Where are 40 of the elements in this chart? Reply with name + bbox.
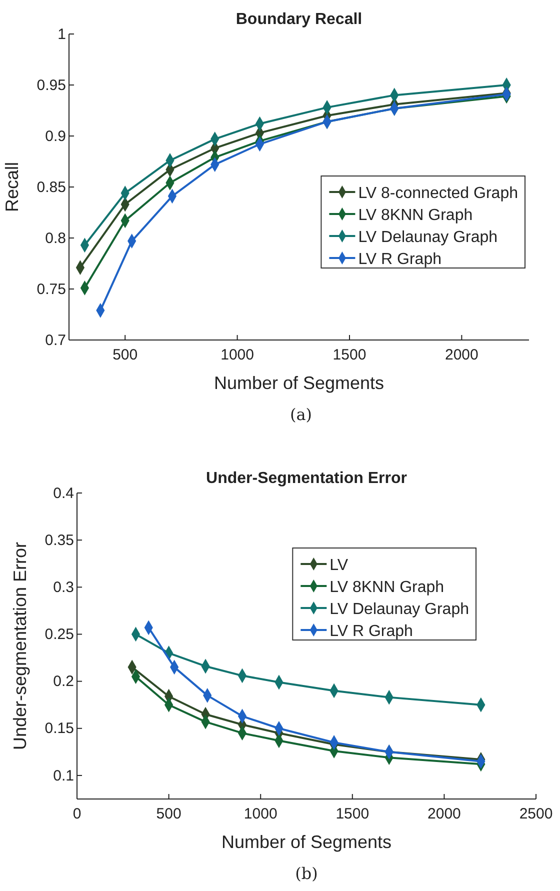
y-tick-label: 0.35 (44, 532, 74, 549)
legend-label: LV Delaunay Graph (358, 229, 498, 246)
x-tick-label: 1500 (336, 806, 370, 823)
text: (b) (295, 864, 318, 883)
x-tick-label: 1000 (220, 346, 254, 364)
y-tick-label: 0.2 (53, 673, 74, 690)
x-tick-label: 1000 (244, 806, 278, 823)
y-tick-label: 0.15 (44, 720, 74, 738)
y-tick-label: 0.7 (45, 332, 66, 349)
x-tick-label: 2500 (519, 806, 553, 823)
x-axis-title: Number of Segments (221, 832, 392, 852)
legend-label: LV R Graph (330, 623, 413, 640)
x-tick-label: 500 (156, 806, 182, 823)
x-tick-label: 1500 (332, 346, 366, 364)
legend-label: LV (330, 557, 348, 574)
x-tick-label: 500 (112, 346, 138, 364)
y-tick-label: 0.9 (45, 128, 66, 145)
y-tick-label: 0.1 (53, 767, 74, 784)
x-tick-label: 2000 (428, 806, 461, 823)
text: (a) (290, 405, 312, 424)
y-tick-label: 0.95 (36, 76, 66, 94)
y-tick-label: 0.85 (36, 178, 66, 196)
chart-title: Boundary Recall (236, 11, 362, 28)
y-tick-label: 0.25 (44, 626, 74, 644)
y-axis-title: Recall (2, 162, 22, 212)
y-tick-label: 0.3 (53, 578, 74, 596)
y-tick-label: 0.75 (36, 280, 66, 298)
x-tick-label: 2000 (444, 346, 478, 364)
legend-label: LV 8-connected Graph (358, 185, 518, 202)
legend-label: LV 8KNN Graph (330, 579, 444, 596)
y-tick-label: 0.4 (53, 484, 74, 502)
y-axis-title: Under-segmentation Error (10, 542, 30, 750)
y-tick-label: 0.8 (45, 230, 66, 247)
chart-title: Under-Segmentation Error (206, 470, 407, 487)
y-tick-label: 1 (58, 26, 66, 43)
legend-label: LV Delaunay Graph (330, 601, 469, 618)
legend-label: LV R Graph (358, 251, 442, 268)
legend-label: LV 8KNN Graph (358, 207, 473, 224)
x-axis-title: Number of Segments (214, 373, 384, 393)
x-tick-label: 0 (72, 806, 82, 823)
